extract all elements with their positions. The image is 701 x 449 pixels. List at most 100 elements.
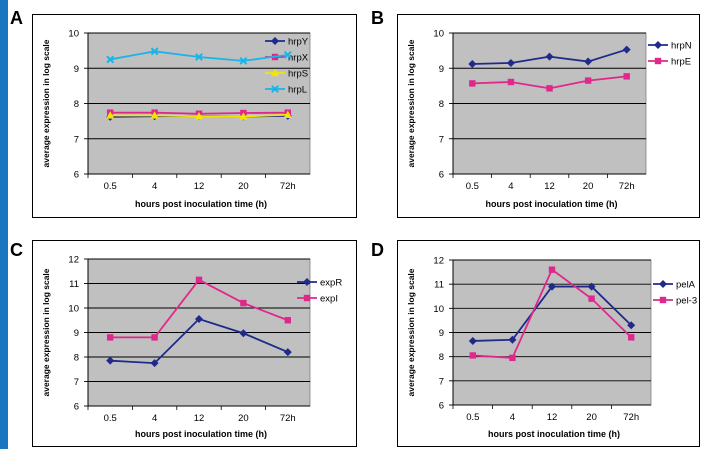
data-point-pel-3	[548, 266, 556, 273]
panel-d-frame: 6 7 8 9 10 11 12 0.5 4 12 20 72h hours post inoculat…	[397, 240, 700, 447]
y-axis-label-b: average expression in log scale	[406, 39, 416, 167]
y-tick-label-d: 9	[439, 328, 444, 339]
x-tick-label-c: 12	[194, 413, 205, 424]
x-tick-label-c: 72h	[280, 413, 296, 424]
x-tick-label-d: 20	[586, 412, 597, 423]
legend-label-hrpL: hrpL	[288, 85, 307, 96]
y-tick-label-a: 10	[68, 29, 79, 40]
x-tick-label-b: 12	[544, 181, 555, 192]
chart-a: 6 7 8 9 10 0.5 4 12 20 72h hours post inoculation …	[41, 29, 311, 209]
data-point-hrpL	[106, 55, 115, 64]
legend-marker-expR	[303, 278, 311, 286]
panel-a-frame: 6 7 8 9 10 0.5 4 12 20 72h hours post inoculation …	[32, 14, 357, 218]
y-tick-label-c: 10	[68, 304, 79, 315]
x-tick-label-b: 4	[508, 181, 513, 192]
data-point-expR	[195, 315, 203, 324]
x-tick-label-b: 0.5	[466, 181, 479, 192]
y-tick-label-d: 8	[439, 352, 444, 363]
x-tick-label-c: 0.5	[104, 413, 117, 424]
data-point-hrpN	[622, 45, 631, 54]
legend-label-pel-3: pel-3	[676, 296, 697, 307]
data-point-hrpN	[545, 52, 554, 61]
data-point-hrpL	[195, 53, 203, 61]
y-tick-label-d: 10	[433, 304, 444, 315]
data-point-hrpL	[150, 47, 159, 56]
data-point-hrpE	[623, 73, 630, 80]
data-point-hrpL	[239, 56, 248, 65]
data-point-hrpN	[468, 60, 477, 69]
data-point-hrpS	[283, 110, 292, 118]
data-point-expI	[151, 334, 158, 341]
y-tick-label-c: 12	[68, 255, 79, 266]
legend-marker-hrpL	[271, 85, 279, 93]
legend-label-hrpS: hrpS	[288, 69, 308, 80]
data-point-expR	[283, 348, 292, 357]
data-point-pelA	[587, 282, 596, 291]
y-tick-label-b: 9	[439, 64, 444, 75]
data-point-pel-3	[509, 354, 516, 362]
legend-marker-hrpE	[654, 57, 662, 65]
y-tick-label-b: 7	[439, 134, 444, 145]
legend-marker-expI	[303, 294, 311, 302]
data-point-hrpE	[469, 80, 476, 87]
x-axis-label-d: hours post inoculation time (h)	[488, 429, 620, 439]
data-point-expR	[150, 359, 159, 368]
data-point-hrpS	[239, 112, 248, 120]
x-tick-label-a: 12	[194, 181, 205, 192]
y-tick-label-c: 6	[74, 402, 79, 413]
y-tick-label-c: 11	[69, 279, 79, 290]
y-axis-label-c: average expression in log scale	[41, 268, 51, 396]
data-point-hrpE	[507, 78, 515, 86]
panel-letter-c: C	[10, 240, 23, 260]
x-tick-label-a: 4	[152, 181, 157, 192]
legend-marker-hrpY	[271, 37, 279, 45]
legend-label-hrpX: hrpX	[288, 53, 309, 64]
x-tick-label-b: 72h	[619, 181, 635, 192]
x-tick-label-a: 20	[238, 181, 249, 192]
x-axis-label-c: hours post inoculation time (h)	[135, 429, 267, 439]
y-tick-label-b: 10	[433, 29, 444, 40]
y-tick-label-b: 8	[439, 99, 444, 110]
panel-c-frame: 6 7 8 9 10 11 12 0.5 4 12 20 72h hours post inoculat…	[32, 240, 357, 447]
data-point-pel-3	[588, 295, 595, 302]
x-tick-label-c: 4	[152, 413, 157, 424]
y-tick-label-a: 6	[74, 170, 79, 181]
data-point-expI	[284, 317, 291, 324]
y-tick-label-a: 8	[74, 99, 79, 110]
x-tick-label-d: 4	[510, 412, 515, 423]
data-point-pelA	[468, 336, 477, 345]
y-tick-label-b: 6	[439, 170, 444, 181]
y-tick-label-c: 9	[74, 328, 79, 339]
x-tick-label-d: 12	[547, 412, 558, 423]
panel-letter-d: D	[371, 240, 384, 260]
x-axis-label-a: hours post inoculation time (h)	[135, 199, 267, 209]
data-point-expR	[239, 329, 248, 338]
data-point-expI	[107, 334, 114, 341]
data-point-hrpE	[584, 77, 592, 84]
y-tick-label-c: 7	[74, 377, 79, 388]
data-point-hrpS	[150, 111, 159, 119]
legend-marker-pelA	[659, 280, 667, 288]
y-tick-label-a: 9	[74, 64, 79, 75]
y-tick-label-d: 12	[433, 256, 444, 267]
x-tick-label-d: 72h	[623, 412, 639, 423]
data-point-hrpN	[584, 57, 593, 66]
panel-b-frame: 6 7 8 9 10 0.5 4 12 20 72h hours post inoculation …	[397, 14, 700, 218]
x-tick-label-a: 72h	[280, 181, 296, 192]
x-tick-label-c: 20	[238, 413, 249, 424]
chart-c: 6 7 8 9 10 11 12 0.5 4 12 20 72h hours post inoculat…	[41, 255, 342, 440]
x-tick-label-d: 0.5	[466, 412, 479, 423]
data-point-expI	[195, 276, 203, 284]
data-point-pel-3	[628, 334, 635, 341]
legend-label-expI: expI	[320, 294, 338, 305]
legend-label-hrpN: hrpN	[671, 41, 692, 52]
data-point-pelA	[627, 321, 636, 330]
left-accent-bar	[0, 0, 8, 449]
data-point-pelA	[548, 282, 556, 291]
x-tick-label-a: 0.5	[104, 181, 117, 192]
legend-label-pelA: pelA	[676, 280, 696, 291]
legend-label-expR: expR	[320, 278, 342, 289]
y-axis-label-a: average expression in log scale	[41, 39, 51, 167]
panel-letter-a: A	[10, 8, 23, 28]
